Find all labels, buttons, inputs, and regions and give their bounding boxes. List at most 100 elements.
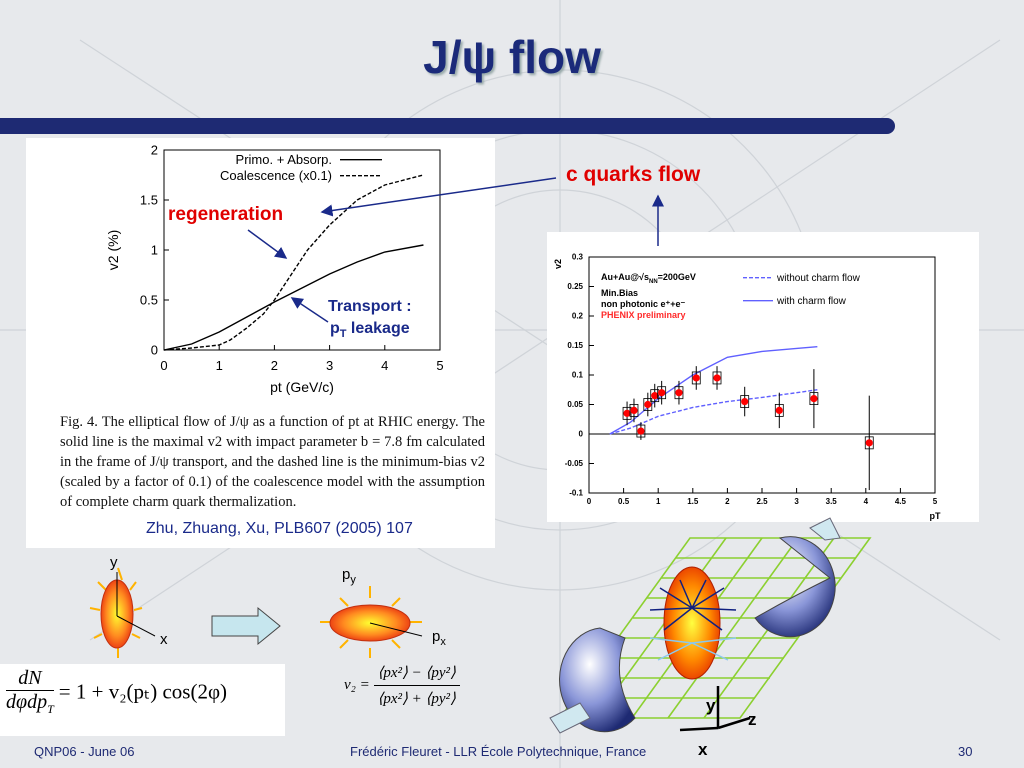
theory-ytick-label: 0: [151, 342, 158, 357]
py-sub: y: [350, 574, 356, 586]
phenix-xtick-label: 1: [656, 497, 661, 506]
eq1-numerator: dN: [6, 667, 54, 691]
phenix-xtick-label: 0.5: [618, 497, 630, 506]
phenix-ytick-label: 0.15: [567, 341, 583, 350]
momentum-px-axis: [369, 622, 423, 637]
phenix-ytick-label: 0.3: [572, 253, 584, 262]
transform-arrow: [211, 606, 281, 646]
footer-page-number: 30: [958, 744, 973, 759]
nucleus-right-arrow: [809, 517, 841, 541]
phenix-ytick-label: 0.25: [567, 282, 583, 291]
phenix-sys-box: [622, 406, 632, 420]
flow-schematic: [89, 567, 423, 658]
phenix-legend-label: with charm flow: [776, 296, 847, 307]
phenix-sys-box: [674, 386, 684, 400]
regeneration-label: regeneration: [168, 204, 284, 225]
phenix-point: [741, 397, 749, 406]
spatial-ellipse: [89, 567, 143, 658]
figure-caption: Fig. 4. The elliptical flow of J/ψ as a …: [60, 414, 485, 510]
theory-ylabel: v2 (%): [105, 230, 121, 270]
eq2-numerator: ⟨px²⟩ − ⟨py²⟩: [373, 660, 460, 686]
phenix-xtick-label: 2.5: [756, 497, 768, 506]
phenix-point: [675, 389, 683, 397]
py-p: p: [342, 566, 351, 583]
phenix-chart-series: [609, 345, 874, 491]
phenix-ytick-label: 0.2: [572, 312, 584, 321]
theory-legend-label: Coalescence (x0.1): [220, 168, 332, 183]
phenix-xtick-label: 2: [725, 497, 730, 506]
transport-leakage: leakage: [346, 320, 410, 337]
title-underline-bar: [0, 118, 895, 134]
phenix-xlabel: pT: [930, 511, 941, 521]
phenix-sys-box: [650, 389, 660, 403]
axis-x-label: x: [698, 740, 708, 759]
phenix-ytick-label: 0.1: [572, 371, 584, 380]
phenix-figure-panel: [547, 232, 979, 522]
phenix-point: [713, 374, 721, 382]
phenix-preliminary-label: PHENIX preliminary: [601, 309, 686, 320]
transport-pt: p: [329, 320, 340, 337]
phenix-xtick-label: 5: [933, 497, 938, 506]
theory-ytick-label: 1.5: [140, 192, 158, 207]
eq1-den-main: dφdp: [6, 691, 48, 713]
transport-label: Transport : pT leakage: [328, 296, 412, 345]
phenix-sys-box: [691, 371, 701, 385]
phenix-ytick-label: 0: [579, 430, 584, 439]
phenix-point: [658, 389, 666, 397]
phenix-sys-box: [809, 392, 819, 406]
phenix-point: [651, 392, 659, 400]
theory-xlabel: pt (GeV/c): [270, 379, 334, 395]
flow-arrows: [649, 579, 737, 631]
phenix-v2-chart: 0 0.5 1 1.5 2 2.5 3 3.5 4 4.5 5 -0.1 -0.05 0 0.05 0.1 0.…: [553, 253, 941, 521]
eq1-denominator: dφdpT: [6, 691, 54, 717]
phenix-info-box: Au+Au@√sNN=200GeV Min.Bias non photonic …: [601, 272, 696, 321]
momentum-ellipse: [320, 586, 422, 658]
eq1-den-sub: T: [47, 702, 54, 716]
phenix-xtick-label: 1.5: [687, 497, 699, 506]
phenix-series-line: [609, 389, 818, 435]
phenix-point: [644, 400, 652, 409]
theory-xtick-label: 3: [326, 358, 333, 373]
transport-pt-sub: T: [339, 328, 347, 341]
theory-xtick-label: 1: [216, 358, 223, 373]
theory-series-line: [163, 244, 424, 351]
axis-y-label: y: [706, 696, 716, 715]
transport-line1: Transport :: [328, 298, 412, 315]
phenix-point: [692, 374, 700, 382]
phenix-point: [623, 409, 631, 417]
theory-xtick-label: 0: [160, 358, 167, 373]
phenix-info-energy: =200GeV: [657, 272, 696, 282]
phenix-sys-box: [643, 398, 653, 411]
phenix-chart-legend: without charm flow with charm flow: [743, 273, 861, 307]
overlap-core: [663, 566, 721, 680]
coordinate-axes: [679, 686, 751, 732]
px-p: p: [432, 628, 441, 645]
px-sub: x: [440, 636, 446, 648]
spatial-y-label: y: [110, 554, 118, 571]
nucleus-right: [754, 536, 836, 638]
equation-dn: dN dφdpT = 1 + v₂(pₜ) cos(2φ): [6, 667, 227, 717]
phenix-ytick-label: -0.1: [569, 489, 583, 498]
phenix-point: [775, 406, 783, 414]
momentum-py-label: py: [342, 566, 356, 586]
phenix-series-line: [609, 345, 818, 435]
phenix-xtick-label: 4.5: [895, 497, 907, 506]
phenix-sys-box: [740, 395, 750, 408]
phenix-ytick-label: 0.05: [567, 400, 583, 409]
theory-chart-legend: Primo. + Absorp.Coalescence (x0.1): [220, 152, 382, 183]
phenix-ylabel: v2: [553, 259, 563, 269]
phenix-ytick-label: -0.05: [565, 459, 584, 468]
phenix-sys-box: [864, 436, 874, 450]
phenix-chart-axes: 0 0.5 1 1.5 2 2.5 3 3.5 4 4.5 5 -0.1 -0.05 0 0.05 0.1 0.…: [553, 253, 941, 521]
footer-author: Frédéric Fleuret - LLR École Polytechniq…: [350, 744, 647, 759]
eq2-lhs: v₂ =: [344, 677, 370, 693]
spatial-x-axis: [116, 615, 156, 637]
theory-ytick-label: 2: [151, 142, 158, 157]
theory-v2-chart: 0 1 2 3 4 5 0 0.5 1 1.5 2 pt (GeV/c) v2 (%) Primo. +…: [105, 142, 444, 395]
nucleus-left-arrow: [549, 702, 591, 734]
collision-illustration: [549, 517, 872, 734]
phenix-sys-box: [657, 386, 667, 400]
theory-ytick-label: 1: [151, 242, 158, 257]
theory-xtick-label: 4: [381, 358, 388, 373]
phenix-sys-box: [629, 403, 639, 417]
